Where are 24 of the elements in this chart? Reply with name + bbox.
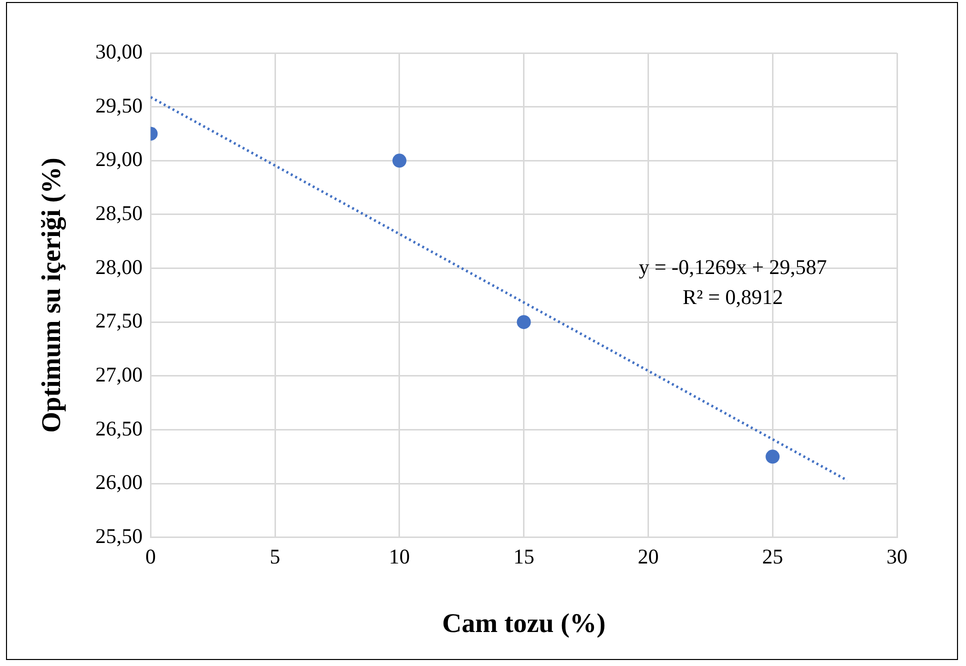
- x-tick-label: 25: [762, 544, 784, 569]
- y-tick-label: 26,50: [95, 416, 143, 440]
- point: [516, 315, 531, 330]
- y-tick-label: 26,00: [95, 470, 143, 494]
- annotation: y = -0,1269x + 29,587: [638, 255, 827, 280]
- y-tick-label: 29,00: [95, 147, 143, 172]
- y-tick-label: 28,50: [95, 200, 143, 225]
- y-axis-title: Optimum su içeriği (%): [36, 158, 66, 433]
- y-tick-label: 29,50: [95, 93, 143, 118]
- point: [392, 154, 406, 168]
- x-tick-label: 15: [513, 544, 534, 569]
- point: [766, 450, 780, 464]
- y-tick-label: 27,00: [95, 362, 143, 386]
- x-tick-label: 0: [145, 544, 156, 569]
- x-axis-title: Cam tozu (%): [442, 608, 606, 638]
- x-tick-label: 10: [388, 544, 410, 569]
- x-tick-label: 30: [886, 544, 908, 569]
- x-tick-label: 5: [270, 544, 280, 569]
- y-tick-label: 25,50: [95, 524, 143, 548]
- x-tick-label: 20: [638, 544, 659, 569]
- y-tick-label: 27,50: [95, 308, 143, 333]
- y-tick-label: 30,00: [95, 40, 143, 64]
- y-tick-label: 28,00: [95, 254, 143, 279]
- annotation: R² = 0,8912: [682, 285, 784, 310]
